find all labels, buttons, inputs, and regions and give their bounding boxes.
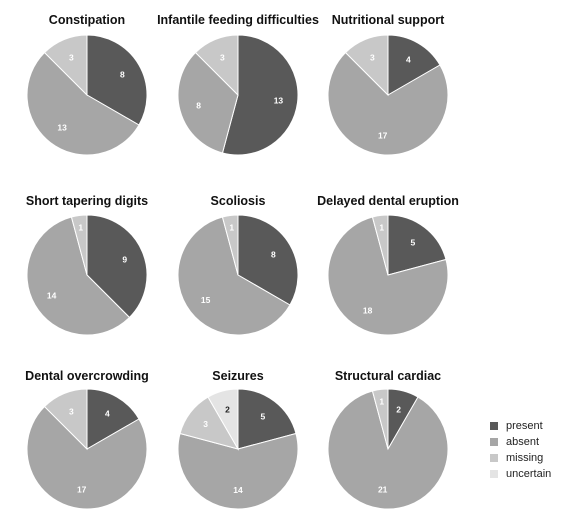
slice-label-seizures-absent: 14 xyxy=(233,485,243,495)
slice-label-constipation-absent: 13 xyxy=(57,122,67,132)
chart-title-short-tapering-digits: Short tapering digits xyxy=(26,194,148,208)
slice-label-seizures-missing: 3 xyxy=(203,419,208,429)
pie-scoliosis: Scoliosis 8 15 1 xyxy=(177,194,299,336)
slice-label-delayed-dental-eruption-absent: 18 xyxy=(363,305,373,315)
chart-title-nutritional-support: Nutritional support xyxy=(332,13,445,27)
chart-title-delayed-dental-eruption: Delayed dental eruption xyxy=(317,194,459,208)
legend-label-present: present xyxy=(506,420,543,432)
pie-slice-delayed-dental-eruption-absent xyxy=(327,216,449,336)
slice-label-scoliosis-absent: 15 xyxy=(201,295,211,305)
pie-slice-short-tapering-digits-absent xyxy=(26,216,131,336)
pie-slice-infantile-feeding-difficulties-absent xyxy=(177,51,239,154)
pie-slice-structural-cardiac-absent xyxy=(327,390,449,510)
pie-slice-infantile-feeding-difficulties-present xyxy=(221,34,299,156)
chart-title-infantile-feeding-difficulties: Infantile feeding difficulties xyxy=(157,13,319,27)
legend-label-absent: absent xyxy=(506,436,540,448)
chart-title-seizures: Seizures xyxy=(212,369,263,383)
pie-slice-seizures-absent xyxy=(177,432,299,510)
slice-label-nutritional-support-absent: 17 xyxy=(378,130,388,140)
pie-slice-infantile-feeding-difficulties-missing xyxy=(194,34,239,97)
legend-label-missing: missing xyxy=(506,452,544,464)
slice-label-infantile-feeding-difficulties-absent: 8 xyxy=(196,101,201,111)
slice-label-seizures-present: 5 xyxy=(260,412,265,422)
pie-slice-constipation-missing xyxy=(43,34,88,97)
legend-swatch-present xyxy=(490,422,498,430)
slice-label-infantile-feeding-difficulties-missing: 3 xyxy=(220,52,225,62)
pie-slice-nutritional-support-absent xyxy=(327,51,449,156)
pie-delayed-dental-eruption: Delayed dental eruption 5 18 1 xyxy=(317,194,459,336)
slice-label-short-tapering-digits-missing: 1 xyxy=(78,222,83,232)
pie-slice-structural-cardiac-missing xyxy=(371,388,389,450)
legend-item-uncertain: uncertain xyxy=(490,466,551,482)
slice-label-short-tapering-digits-absent: 14 xyxy=(47,290,57,300)
pie-slice-scoliosis-present xyxy=(237,214,299,306)
pie-slice-dental-overcrowding-missing xyxy=(43,388,88,451)
pie-dental-overcrowding: Dental overcrowding 4 17 3 xyxy=(25,369,149,510)
chart-title-dental-overcrowding: Dental overcrowding xyxy=(25,369,149,383)
pie-slice-seizures-present xyxy=(237,388,297,450)
slice-label-infantile-feeding-difficulties-present: 13 xyxy=(274,95,284,105)
chart-title-scoliosis: Scoliosis xyxy=(211,194,266,208)
pie-slice-dental-overcrowding-present xyxy=(86,388,140,450)
pie-slice-short-tapering-digits-present xyxy=(86,214,148,319)
pie-short-tapering-digits: Short tapering digits 9 14 1 xyxy=(26,194,148,336)
pie-infantile-feeding-difficulties: Infantile feeding difficulties 13 8 3 xyxy=(157,13,319,156)
legend-item-absent: absent xyxy=(490,434,551,450)
legend-label-uncertain: uncertain xyxy=(506,468,552,480)
slice-label-dental-overcrowding-present: 4 xyxy=(105,409,110,419)
slice-label-dental-overcrowding-missing: 3 xyxy=(69,406,74,416)
slice-label-structural-cardiac-missing: 1 xyxy=(379,396,384,406)
slice-label-scoliosis-missing: 1 xyxy=(229,222,234,232)
pie-structural-cardiac: Structural cardiac 2 21 1 xyxy=(327,369,449,510)
chart-title-constipation: Constipation xyxy=(49,13,125,27)
slice-label-nutritional-support-present: 4 xyxy=(406,55,411,65)
slice-label-structural-cardiac-present: 2 xyxy=(396,405,401,415)
slice-label-short-tapering-digits-present: 9 xyxy=(122,254,127,264)
slice-label-delayed-dental-eruption-present: 5 xyxy=(410,238,415,248)
pie-slice-nutritional-support-present xyxy=(387,34,441,96)
legend-swatch-missing xyxy=(490,454,498,462)
pie-slice-constipation-absent xyxy=(26,51,140,156)
slice-label-dental-overcrowding-absent: 17 xyxy=(77,484,87,494)
legend-item-missing: missing xyxy=(490,450,551,466)
slice-label-nutritional-support-missing: 3 xyxy=(370,52,375,62)
legend-item-present: present xyxy=(490,418,551,434)
slice-label-delayed-dental-eruption-missing: 1 xyxy=(379,222,384,232)
slice-label-scoliosis-present: 8 xyxy=(271,250,276,260)
legend-swatch-uncertain xyxy=(490,470,498,478)
slice-label-constipation-present: 8 xyxy=(120,70,125,80)
pie-nutritional-support: Nutritional support 4 17 3 xyxy=(327,13,449,156)
pie-seizures: Seizures 5 14 3 2 xyxy=(177,369,299,510)
slice-label-constipation-missing: 3 xyxy=(69,52,74,62)
slice-label-structural-cardiac-absent: 21 xyxy=(378,484,388,494)
pie-slice-nutritional-support-missing xyxy=(344,34,389,97)
slice-label-seizures-uncertain: 2 xyxy=(225,405,230,415)
legend-swatch-absent xyxy=(490,438,498,446)
legend: present absent missing uncertain xyxy=(490,418,551,482)
pie-slice-dental-overcrowding-absent xyxy=(26,405,148,510)
pie-slice-scoliosis-absent xyxy=(177,216,291,336)
pie-slice-delayed-dental-eruption-missing xyxy=(371,214,389,276)
pie-slice-scoliosis-missing xyxy=(221,214,239,276)
pie-slice-seizures-uncertain xyxy=(207,388,239,451)
pie-slice-delayed-dental-eruption-present xyxy=(387,214,447,276)
pie-constipation: Constipation 8 13 3 xyxy=(26,13,148,156)
chart-title-structural-cardiac: Structural cardiac xyxy=(335,369,441,383)
pie-slice-constipation-present xyxy=(86,34,148,126)
pie-slice-short-tapering-digits-missing xyxy=(70,214,88,276)
